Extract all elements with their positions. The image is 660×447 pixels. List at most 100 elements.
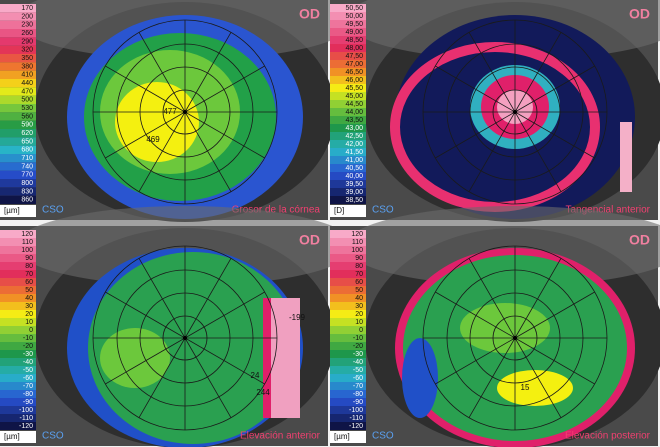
scale-cell xyxy=(0,366,36,374)
scale-cell xyxy=(0,12,36,21)
polar-grid xyxy=(514,337,562,418)
polar-grid xyxy=(105,337,186,385)
map-title: Grosor de la córnea xyxy=(232,205,321,216)
scale-cell xyxy=(0,398,36,406)
polar-grid xyxy=(435,337,516,385)
scale-cell xyxy=(330,406,366,414)
scale-label: 620 xyxy=(21,130,33,137)
map-value: 477 xyxy=(163,107,177,116)
map-value: 469 xyxy=(146,135,160,144)
scale-cell xyxy=(0,246,36,254)
scale-label: 710 xyxy=(21,155,33,162)
scale-cell xyxy=(330,382,366,390)
map-region xyxy=(402,338,438,418)
scale-label: 80 xyxy=(355,263,363,270)
scale-label: 110 xyxy=(22,239,33,246)
scale-label: -40 xyxy=(23,359,33,366)
scale-cell xyxy=(330,76,366,84)
scale-cell xyxy=(330,318,366,326)
scale-cell xyxy=(0,112,36,121)
scale-label: 39,00 xyxy=(345,189,363,196)
scale-label: 0 xyxy=(29,327,33,334)
scale-cell xyxy=(330,84,366,92)
scale-cell xyxy=(330,60,366,68)
scale-label: 110 xyxy=(352,239,363,246)
polar-grid xyxy=(105,111,186,159)
scale-cell xyxy=(330,422,366,430)
scale-label: 50 xyxy=(25,287,33,294)
polar-grid xyxy=(184,111,232,192)
scale-label: 100 xyxy=(351,247,363,254)
apex xyxy=(183,110,187,114)
scale-label: 800 xyxy=(21,180,33,187)
scale-label: 40,50 xyxy=(345,165,363,172)
scale-label: -50 xyxy=(23,367,33,374)
scale-cell xyxy=(330,414,366,422)
scale-cell xyxy=(330,140,366,148)
scale-cell xyxy=(0,334,36,342)
map-title: Tangencial anterior xyxy=(566,205,651,216)
scale-unit-box xyxy=(330,205,366,217)
scale-cell xyxy=(330,4,366,12)
scale-label: 40,00 xyxy=(345,173,363,180)
scale-cell xyxy=(330,164,366,172)
scale-label: 230 xyxy=(21,22,33,29)
scale-cell xyxy=(330,294,366,302)
scale-cell xyxy=(0,79,36,88)
scale-label: 10 xyxy=(25,319,33,326)
scale-label: 120 xyxy=(351,231,363,238)
polar-grid xyxy=(435,65,516,113)
scale-label: -10 xyxy=(353,335,363,342)
scale-cell xyxy=(0,162,36,171)
eye-badge: OD xyxy=(299,232,320,248)
scale-cell xyxy=(330,366,366,374)
map-region xyxy=(100,328,170,388)
scale-cell xyxy=(0,350,36,358)
scale-label: 39,50 xyxy=(345,181,363,188)
scale-label: 41,50 xyxy=(345,149,363,156)
scale-cell xyxy=(330,20,366,28)
logo: CSO xyxy=(372,431,394,442)
scale-cell xyxy=(0,294,36,302)
scale-label: 38,50 xyxy=(345,197,363,204)
polar-grid xyxy=(435,291,516,339)
scale-label: -80 xyxy=(23,391,33,398)
scale-label: -30 xyxy=(23,351,33,358)
scale-label: 47,00 xyxy=(345,61,363,68)
scale-label: 42,00 xyxy=(345,141,363,148)
scale-label: -20 xyxy=(23,343,33,350)
scale-label: 60 xyxy=(355,279,363,286)
scale-label: 30 xyxy=(355,303,363,310)
map-region xyxy=(620,122,632,192)
scale-cell xyxy=(330,342,366,350)
map-value: 24 xyxy=(251,371,260,380)
scale-label: -90 xyxy=(23,399,33,406)
scale-label: 70 xyxy=(25,271,33,278)
scale-label: 49,00 xyxy=(345,29,363,36)
scale-cell xyxy=(0,390,36,398)
scale-label: 830 xyxy=(21,188,33,195)
scale-label: -100 xyxy=(349,407,363,414)
panel: 50,5050,0049,5049,0048,5048,0047,5047,00… xyxy=(330,0,660,222)
scale-cell xyxy=(330,156,366,164)
scale-label: -100 xyxy=(19,407,33,414)
scale-cell xyxy=(330,116,366,124)
scale-cell xyxy=(330,44,366,52)
scale-label: 320 xyxy=(21,47,33,54)
scale-label: 380 xyxy=(21,63,33,70)
scale-cell xyxy=(0,104,36,113)
panel: 151201101009080706050403020100-10-20-30-… xyxy=(330,206,660,447)
scale-cell xyxy=(330,390,366,398)
map-region xyxy=(263,298,271,418)
scale-cell xyxy=(0,29,36,38)
scale-cell xyxy=(330,180,366,188)
scale-label: 860 xyxy=(21,197,33,204)
polar-grid xyxy=(184,258,232,339)
scale-cell xyxy=(0,262,36,270)
eye-badge: OD xyxy=(629,6,650,22)
map-region xyxy=(460,303,550,353)
map-value: 244 xyxy=(256,388,270,397)
scale-cell xyxy=(0,318,36,326)
scale-cell xyxy=(0,310,36,318)
